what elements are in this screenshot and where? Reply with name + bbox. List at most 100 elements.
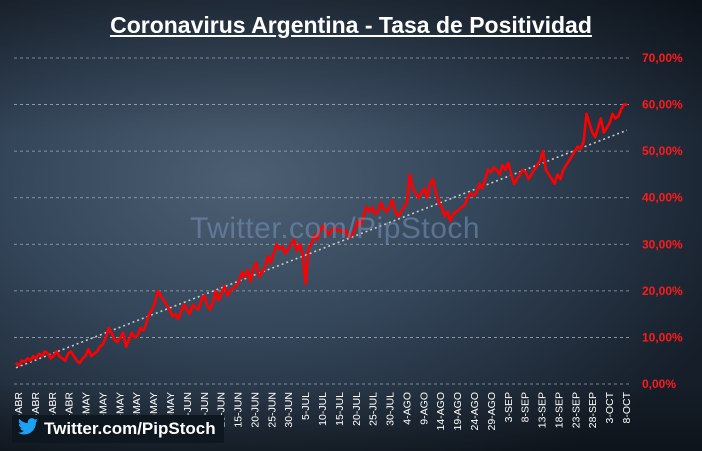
series-point — [487, 169, 489, 171]
series-point — [113, 339, 116, 341]
series-point — [415, 192, 417, 194]
series-point — [18, 364, 20, 366]
series-point — [406, 201, 408, 203]
series-point — [325, 229, 327, 231]
series-point — [171, 315, 173, 318]
series-point — [388, 206, 391, 208]
series-point — [209, 308, 211, 311]
series-point — [131, 332, 133, 334]
series-point — [542, 150, 544, 152]
series-point — [189, 313, 191, 315]
series-point — [362, 215, 365, 217]
series-point — [588, 122, 590, 124]
series-point — [516, 178, 518, 180]
series-point — [26, 357, 29, 359]
x-tick-label: 25-JUL — [368, 392, 380, 426]
series-point — [154, 301, 156, 304]
series-point — [319, 229, 321, 231]
footer-credit[interactable]: Twitter.com/PipStoch — [12, 415, 224, 443]
series-point — [467, 197, 469, 199]
series-point — [322, 225, 324, 227]
series-point — [192, 304, 194, 306]
y-tick-label: 30,00% — [642, 237, 683, 251]
series-point — [244, 276, 246, 278]
series-point — [339, 229, 341, 231]
series-point — [565, 164, 567, 166]
series-point — [493, 166, 495, 169]
series-point — [464, 204, 466, 206]
series-point — [365, 206, 367, 208]
series-point — [261, 271, 263, 273]
x-tick-label: 5-JUL — [300, 392, 312, 420]
series-point — [331, 229, 333, 231]
series-point — [490, 171, 492, 173]
y-tick-label: 60,00% — [642, 98, 683, 112]
series-point — [357, 220, 359, 222]
series-point — [148, 313, 150, 315]
series-point — [165, 304, 168, 306]
series-point — [606, 127, 608, 129]
series-point — [73, 355, 75, 357]
series-point — [229, 290, 231, 292]
y-tick-label: 10,00% — [642, 330, 683, 344]
series-point — [137, 334, 139, 336]
series-point — [429, 183, 431, 185]
series-point — [273, 253, 275, 255]
x-tick-label: 20-JUL — [351, 392, 363, 426]
series-point — [116, 341, 118, 343]
series-point — [267, 255, 269, 257]
x-tick-label: 30-JUL — [385, 392, 397, 426]
x-tick-label: 29-AGO — [486, 392, 498, 431]
series-point — [177, 318, 179, 320]
series-point — [342, 232, 344, 234]
series-point — [90, 355, 92, 357]
series-point — [215, 290, 217, 292]
series-point — [354, 229, 356, 231]
series-point — [614, 117, 617, 120]
series-line-positividad — [15, 103, 627, 367]
series-point — [87, 348, 89, 350]
series-point — [304, 283, 307, 285]
series-point — [212, 301, 214, 304]
series-point — [134, 336, 136, 339]
series-point — [623, 103, 625, 106]
series-point — [122, 332, 124, 334]
series-point — [498, 173, 501, 176]
y-tick-label: 70,00% — [642, 51, 683, 65]
y-tick-label: 50,00% — [642, 144, 683, 158]
series-point — [397, 215, 399, 217]
series-point — [611, 113, 614, 115]
series-point — [174, 313, 176, 315]
footer-text: Twitter.com/PipStoch — [44, 419, 216, 438]
series-point — [620, 108, 622, 110]
series-point — [307, 248, 310, 250]
series-point — [603, 131, 605, 134]
series-point — [252, 266, 255, 269]
series-point — [432, 178, 434, 180]
x-tick-label: 13-SEP — [537, 392, 549, 428]
series-point — [99, 346, 101, 348]
series-point — [525, 171, 527, 173]
series-point — [197, 308, 200, 311]
series-point — [151, 308, 153, 311]
series-point — [582, 141, 585, 143]
series-point — [38, 353, 40, 355]
series-point — [110, 332, 113, 334]
series-point — [160, 294, 162, 297]
series-point — [345, 229, 347, 231]
series-point — [577, 145, 579, 148]
series-point — [249, 280, 252, 283]
series-point — [232, 287, 234, 290]
series-point — [574, 150, 576, 152]
series-point — [374, 213, 376, 215]
series-point — [108, 327, 110, 329]
series-point — [310, 243, 312, 245]
x-tick-label: 9-AGO — [418, 392, 430, 425]
series-point — [290, 243, 292, 245]
series-point — [32, 355, 34, 357]
x-tick-label: 14-AGO — [435, 392, 447, 431]
series-point — [41, 355, 43, 357]
series-point — [180, 311, 182, 313]
grid-lines — [14, 57, 630, 385]
